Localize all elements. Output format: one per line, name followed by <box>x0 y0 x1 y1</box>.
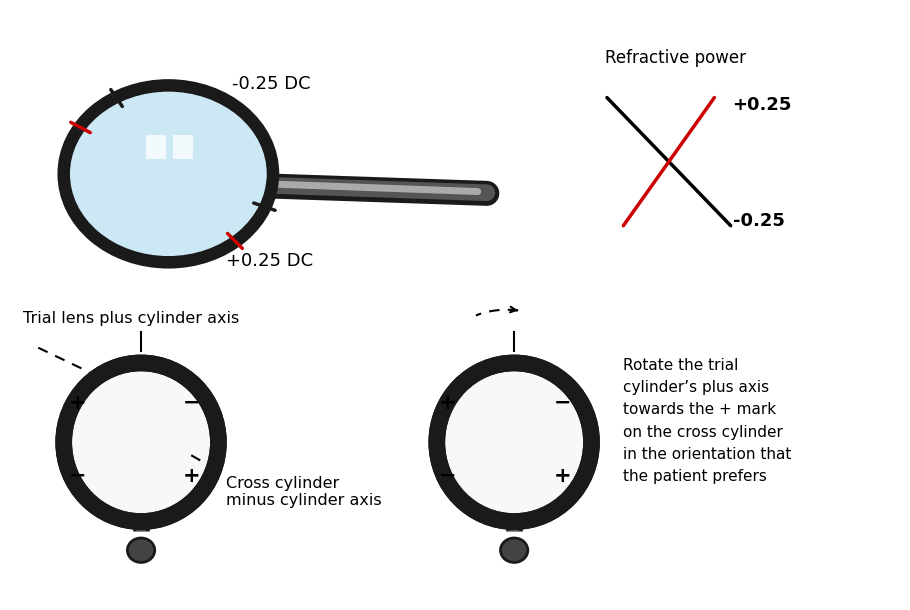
Text: Rotate the trial
cylinder’s plus axis
towards the + mark
on the cross cylinder
i: Rotate the trial cylinder’s plus axis to… <box>623 358 792 484</box>
Text: Trial lens plus cylinder axis: Trial lens plus cylinder axis <box>23 311 239 326</box>
Text: +0.25 DC: +0.25 DC <box>226 252 313 270</box>
Text: -0.25: -0.25 <box>733 212 784 230</box>
FancyBboxPatch shape <box>173 135 193 159</box>
Text: +: + <box>439 393 457 412</box>
Text: -0.25 DC: -0.25 DC <box>232 75 310 93</box>
Text: −: − <box>68 466 86 486</box>
Ellipse shape <box>64 363 218 522</box>
Ellipse shape <box>501 538 528 562</box>
Ellipse shape <box>437 363 592 522</box>
Text: +: + <box>553 466 571 486</box>
Text: −: − <box>439 466 457 486</box>
Text: −: − <box>553 393 571 412</box>
Ellipse shape <box>127 538 155 562</box>
Text: Refractive power: Refractive power <box>605 49 746 67</box>
Text: +: + <box>68 393 86 412</box>
FancyBboxPatch shape <box>146 135 166 159</box>
Text: Cross cylinder
minus cylinder axis: Cross cylinder minus cylinder axis <box>226 476 381 508</box>
Text: +0.25: +0.25 <box>733 96 792 114</box>
Ellipse shape <box>64 85 273 262</box>
Text: +: + <box>182 466 200 486</box>
Text: −: − <box>182 393 200 412</box>
